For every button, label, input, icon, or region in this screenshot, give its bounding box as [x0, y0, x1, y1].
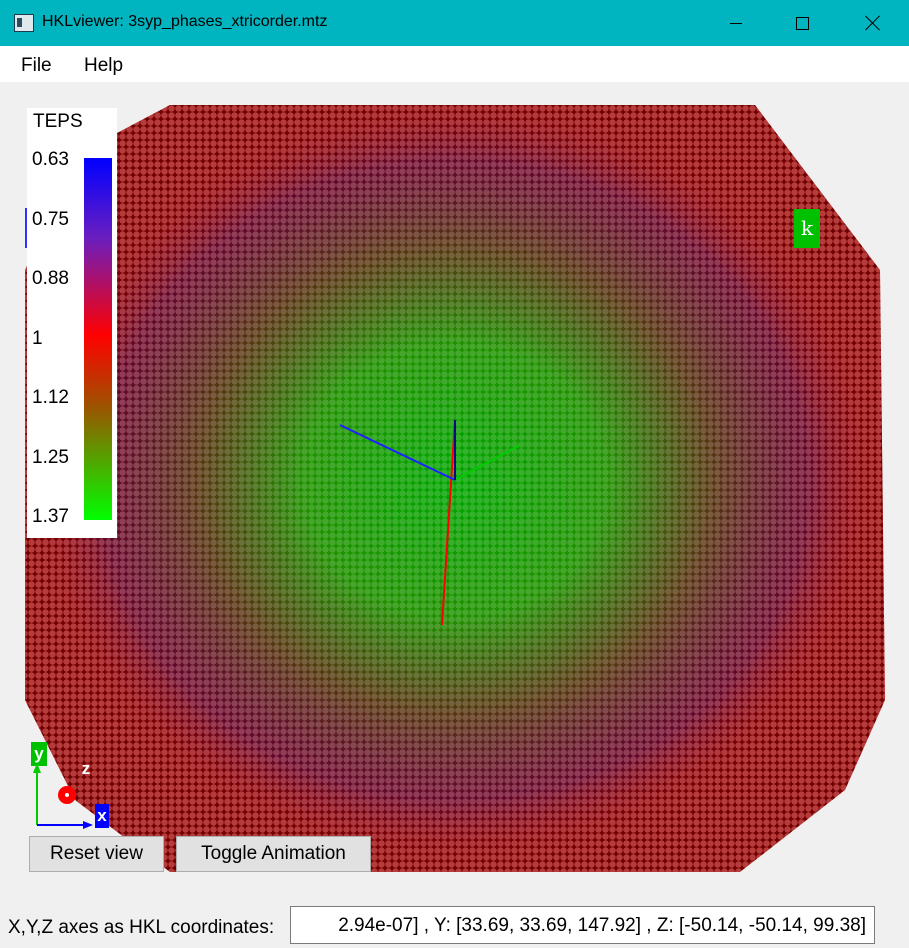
x-axis-label: x [95, 804, 109, 828]
legend-gradient-bar [84, 158, 112, 520]
legend-tick: 0.88 [32, 268, 69, 289]
menu-help[interactable]: Help [84, 55, 124, 76]
minimize-button[interactable] [706, 0, 766, 46]
status-bar: X,Y,Z axes as HKL coordinates: 2.94e-07]… [0, 900, 909, 948]
legend-tick: 1 [32, 328, 43, 349]
axis-gizmo: y z x [27, 737, 112, 832]
legend-tick: 0.63 [32, 149, 69, 170]
legend-title: TEPS [33, 111, 83, 132]
hkl-axes-value: 2.94e-07] , Y: [33.69, 33.69, 147.92] , … [338, 915, 866, 936]
window-title: HKLviewer: 3syp_phases_xtricorder.mtz [42, 13, 328, 30]
color-legend: TEPS 0.63 0.75 0.88 1 1.12 1.25 1.37 [27, 108, 117, 538]
legend-tick: 0.75 [32, 209, 69, 230]
menu-bar: File Help [0, 46, 909, 82]
maximize-button[interactable] [772, 0, 832, 46]
toggle-animation-button[interactable]: Toggle Animation [176, 836, 371, 872]
k-axis-label: k [794, 209, 820, 248]
legend-tick: 1.12 [32, 387, 69, 408]
reset-view-button[interactable]: Reset view [29, 836, 164, 872]
title-bar: HKLviewer: 3syp_phases_xtricorder.mtz [0, 0, 909, 46]
close-button[interactable] [843, 0, 903, 46]
minimize-icon [730, 22, 742, 24]
menu-file[interactable]: File [21, 55, 52, 76]
reflection-scene[interactable] [0, 82, 909, 900]
close-icon [865, 15, 881, 31]
hkl-axes-label: X,Y,Z axes as HKL coordinates: [8, 917, 275, 938]
reflection-viewer[interactable]: k TEPS 0.63 0.75 0.88 1 1.12 1.25 1.37 y… [0, 82, 909, 900]
y-axis-label: y [31, 742, 47, 766]
legend-tick: 1.25 [32, 447, 69, 468]
legend-tick: 1.37 [32, 506, 69, 527]
z-axis-label: z [81, 759, 91, 778]
app-icon [14, 14, 34, 32]
axis-arrows-icon [33, 763, 93, 829]
hkl-axes-field[interactable]: 2.94e-07] , Y: [33.69, 33.69, 147.92] , … [290, 906, 875, 944]
maximize-icon [795, 16, 809, 30]
